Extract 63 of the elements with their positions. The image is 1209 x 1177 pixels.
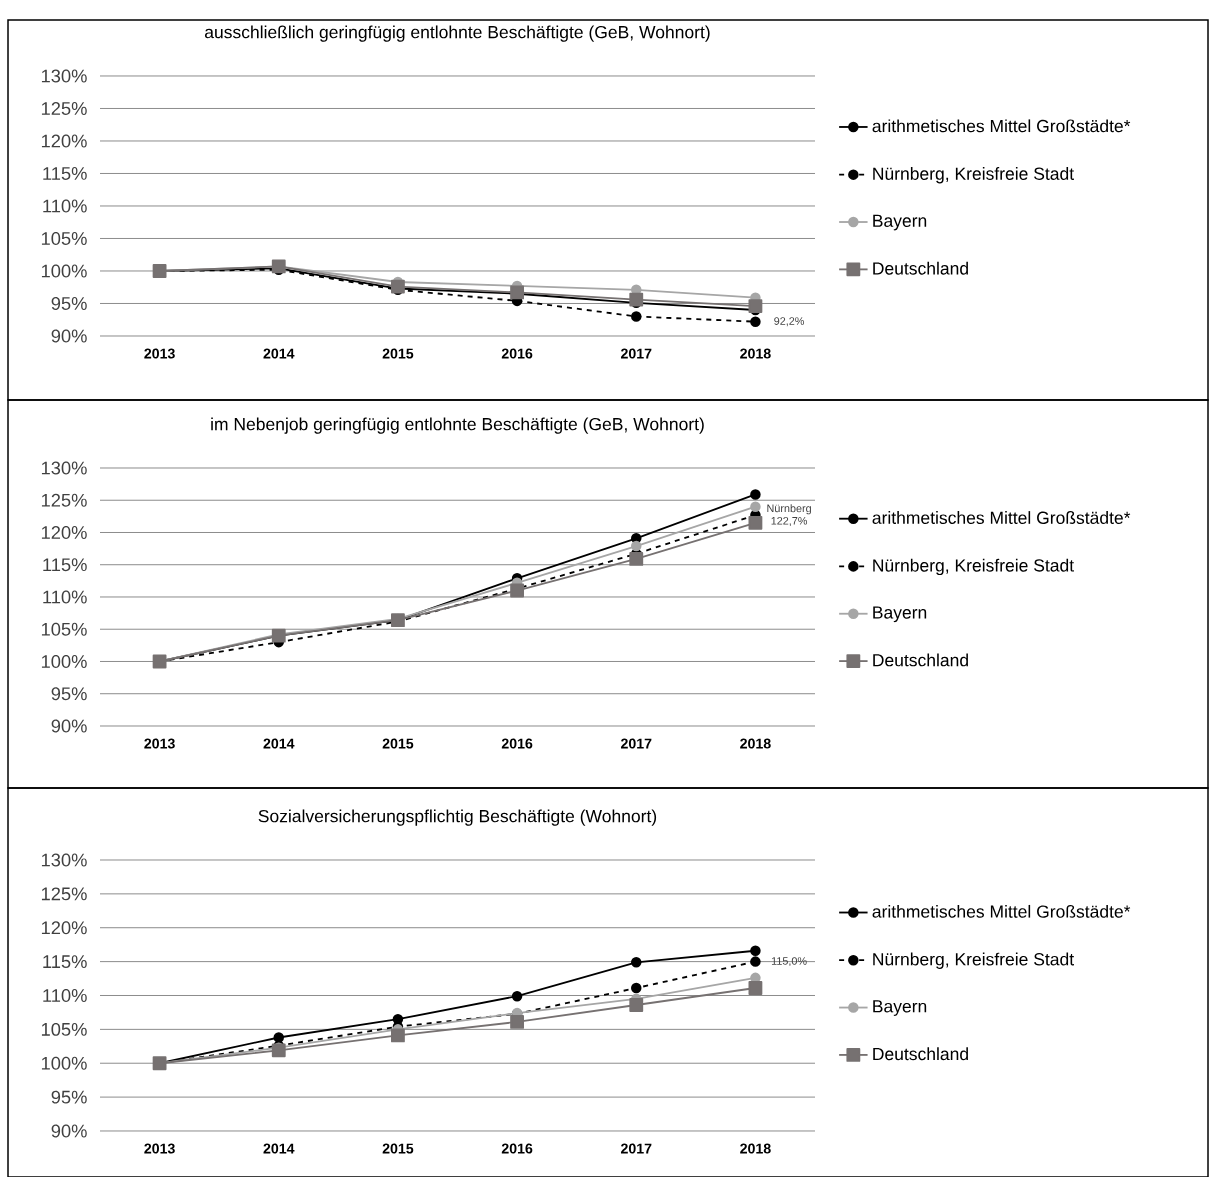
y-tick-label: 125%: [41, 493, 87, 507]
legend-label: Bayern: [873, 214, 927, 231]
x-tick-label: 2014: [263, 1143, 295, 1154]
x-tick-label: 2013: [144, 348, 175, 359]
y-tick-label: 90%: [51, 329, 87, 343]
x-tick-label: 2016: [501, 738, 533, 749]
legend-label: Bayern: [873, 1000, 927, 1016]
x-tick-label: 2018: [740, 738, 771, 749]
legend-label: Nürnberg, Kreisfreie Stadt: [873, 952, 1074, 969]
y-tick-label: 125%: [41, 887, 87, 901]
y-tick-label: 115%: [43, 955, 87, 969]
legend-label: Nürnberg, Kreisfreie Stadt: [873, 558, 1074, 576]
x-tick-label: 2016: [501, 348, 533, 359]
y-tick-label: 100%: [41, 1056, 87, 1070]
y-tick-label: 120%: [41, 921, 87, 935]
y-tick-label: 100%: [41, 264, 87, 278]
y-tick-label: 105%: [41, 1022, 87, 1036]
legend-label: Nürnberg, Kreisfreie Stadt: [873, 167, 1074, 184]
x-tick-label: 2018: [740, 348, 771, 359]
y-tick-label: 130%: [41, 853, 87, 867]
x-tick-label: 2015: [382, 738, 414, 749]
x-tick-label: 2015: [382, 348, 414, 359]
x-tick-label: 2017: [620, 348, 652, 359]
y-tick-label: 115%: [43, 167, 87, 180]
x-tick-label: 2015: [382, 1143, 414, 1154]
y-tick-label: 95%: [51, 1090, 87, 1104]
x-tick-label: 2016: [501, 1143, 533, 1154]
y-tick-label: 105%: [41, 232, 87, 245]
y-tick-label: 105%: [41, 622, 87, 636]
data-label: Nürnberg 122,7%: [767, 504, 811, 526]
y-tick-label: 95%: [51, 687, 87, 701]
x-tick-label: 2014: [263, 738, 295, 749]
legend-label: Deutschland: [873, 653, 968, 667]
legend-label: arithmetisches Mittel Großstädte*: [872, 119, 1131, 133]
y-tick-label: 110%: [43, 989, 87, 1002]
x-tick-label: 2017: [620, 738, 652, 749]
x-tick-label: 2013: [144, 738, 175, 749]
data-label: 115,0%: [771, 957, 807, 967]
y-tick-label: 110%: [43, 590, 87, 604]
chart-title: ausschließlich geringfügig entlohnte Beschäftigte (GeB, Wohnort): [204, 25, 710, 42]
x-tick-label: 2018: [740, 1143, 771, 1154]
x-tick-label: 2013: [144, 1143, 175, 1154]
legend-label: Bayern: [873, 606, 927, 623]
y-tick-label: 100%: [41, 655, 87, 668]
y-tick-label: 130%: [41, 461, 87, 475]
legend-label: Deutschland: [873, 1047, 968, 1061]
chart-title: Sozialversicherungspflichtig Beschäftigte (Wohnort): [258, 809, 657, 826]
y-tick-label: 125%: [41, 102, 87, 115]
y-tick-label: 120%: [41, 526, 87, 539]
x-tick-label: 2014: [263, 348, 295, 359]
y-tick-label: 110%: [43, 199, 87, 213]
chart-title: im Nebenjob geringfügig entlohnte Beschäftigte (GeB, Wohnort): [211, 417, 704, 434]
legend-label: arithmetisches Mittel Großstädte*: [872, 904, 1131, 918]
y-tick-label: 90%: [51, 719, 87, 733]
legend-label: arithmetisches Mittel Großstädte*: [872, 511, 1131, 524]
y-tick-label: 90%: [51, 1124, 87, 1138]
x-tick-label: 2017: [620, 1143, 652, 1154]
y-tick-label: 130%: [41, 69, 87, 83]
data-label: 92,2%: [774, 317, 805, 327]
y-tick-label: 95%: [51, 297, 87, 310]
y-tick-label: 120%: [41, 134, 87, 148]
y-tick-label: 115%: [43, 558, 87, 572]
legend-label: Deutschland: [873, 261, 968, 275]
